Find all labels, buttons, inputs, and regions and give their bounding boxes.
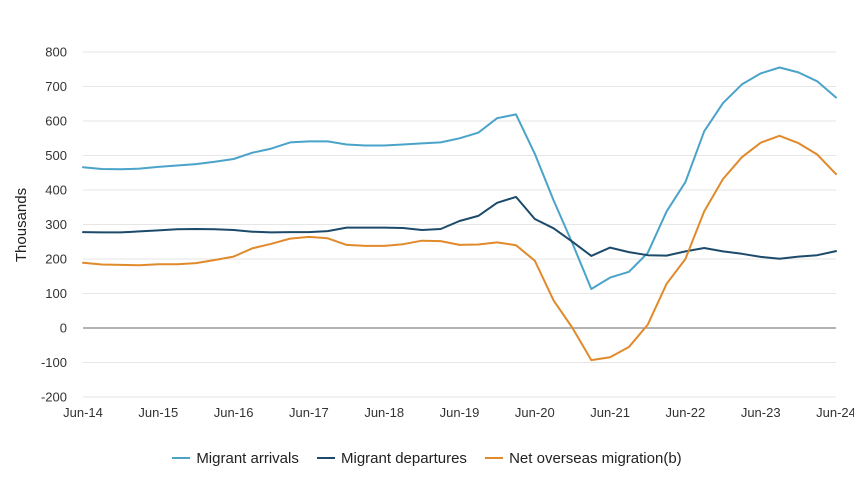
series-line-1 — [82, 195, 837, 260]
x-tick-label: Jun-23 — [741, 405, 781, 420]
x-tick-label: Jun-17 — [289, 405, 329, 420]
y-axis-title: Thousands — [13, 188, 30, 262]
legend-item-departures: Migrant departures — [317, 450, 467, 467]
y-tick-label: 300 — [45, 217, 67, 232]
series-line-0 — [82, 66, 837, 290]
y-tick-label: 200 — [45, 252, 67, 267]
x-tick-labels: Jun-14 Jun-15 Jun-16 Jun-17 Jun-18 Jun-19 Jun-… — [63, 405, 854, 420]
legend-label-departures: Migrant departures — [341, 449, 467, 467]
y-tick-label: 500 — [45, 148, 67, 163]
legend-swatch-net-migration — [485, 457, 504, 459]
legend: Migrant arrivals Migrant departures Net … — [0, 446, 854, 467]
x-tick-label: Jun-16 — [214, 405, 254, 420]
y-tick-label: 600 — [45, 114, 67, 129]
gridlines — [83, 51, 836, 398]
legend-swatch-arrivals — [172, 457, 191, 459]
x-tick-label: Jun-22 — [666, 405, 706, 420]
x-tick-label: Jun-15 — [138, 405, 178, 420]
legend-swatch-departures — [317, 457, 336, 459]
y-tick-label: -100 — [41, 355, 67, 370]
legend-label-net-migration: Net overseas migration(b) — [509, 449, 682, 467]
series-line-2 — [82, 134, 837, 362]
x-tick-label: Jun-24 — [816, 405, 854, 420]
y-tick-label: 800 — [45, 45, 67, 60]
x-tick-label: Jun-19 — [440, 405, 480, 420]
x-tick-label: Jun-18 — [364, 405, 404, 420]
y-tick-label: -200 — [41, 390, 67, 405]
x-tick-label: Jun-21 — [590, 405, 630, 420]
legend-item-net-migration: Net overseas migration(b) — [485, 450, 682, 467]
y-tick-label: 400 — [45, 183, 67, 198]
y-tick-labels: 800 700 600 500 400 300 200 100 0 -100 -200 — [41, 45, 67, 405]
series-lines — [82, 66, 837, 362]
y-tick-label: 100 — [45, 286, 67, 301]
y-tick-label: 0 — [60, 321, 67, 336]
x-tick-label: Jun-20 — [515, 405, 555, 420]
legend-label-arrivals: Migrant arrivals — [196, 449, 299, 467]
legend-item-arrivals: Migrant arrivals — [172, 450, 299, 467]
y-tick-label: 700 — [45, 79, 67, 94]
x-tick-label: Jun-14 — [63, 405, 103, 420]
